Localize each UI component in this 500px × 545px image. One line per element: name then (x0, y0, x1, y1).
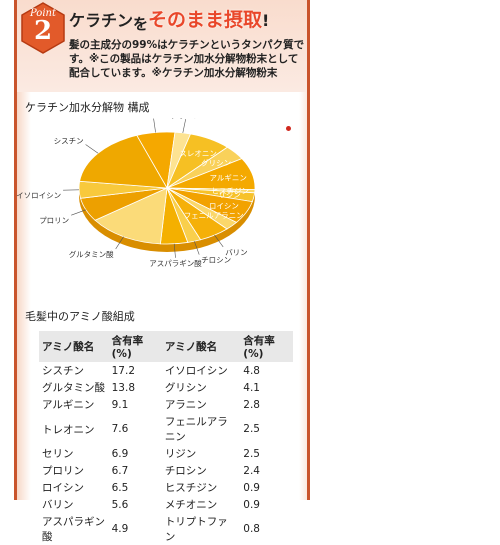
amino-name-cell: アルギニン (39, 396, 109, 413)
pie-label: チロシン (201, 256, 231, 265)
amino-name-cell: シスチン (39, 362, 109, 379)
pie-label: スレオニン (179, 149, 217, 158)
amino-name-cell: ヒスチジン (162, 479, 240, 496)
header-rate-2: 含有率(%) (240, 331, 293, 362)
amino-rate-cell: 17.2 (109, 362, 162, 379)
amino-rate-cell: 6.7 (109, 462, 162, 479)
pie-label: アルギニン (209, 174, 246, 183)
badge-number: 2 (21, 16, 65, 46)
amino-name-cell: アラニン (162, 396, 240, 413)
amino-name-cell: トリプトファン (162, 513, 240, 545)
amino-name-cell: グリシン (162, 379, 240, 396)
pie-label: ロイシン (209, 202, 239, 211)
amino-rate-cell: 4.1 (240, 379, 293, 396)
amino-rate-cell: 0.9 (240, 479, 293, 496)
amino-name-cell: プロリン (39, 462, 109, 479)
amino-name-cell: ロイシン (39, 479, 109, 496)
point-badge: Point 2 (21, 2, 65, 54)
chart-title: ケラチン加水分解物 構成 (25, 99, 150, 115)
amino-name-cell: フェニルアラニン (162, 413, 240, 445)
pie-label: アスパラギン酸 (149, 258, 202, 268)
amino-rate-cell: 2.5 (240, 445, 293, 462)
amino-name-cell: グルタミン酸 (39, 379, 109, 396)
amino-rate-cell: 5.6 (109, 496, 162, 513)
amino-rate-cell: 0.8 (240, 513, 293, 545)
headline-keratin: ケラチン (69, 7, 133, 31)
amino-name-cell: セリン (39, 445, 109, 462)
intro-text: 髪の主成分の99%はケラチンというタンパク質です。※この製品はケラチン加水分解物… (69, 38, 307, 80)
amino-name-cell: メチオニン (162, 496, 240, 513)
pie-label: シスチン (54, 137, 84, 146)
headline-particle: を (133, 13, 148, 34)
amino-rate-cell: 2.8 (240, 396, 293, 413)
amino-name-cell: イソロイシン (162, 362, 240, 379)
pie-label: フェニルアラニン (184, 211, 244, 220)
headline: ケラチンをそのまま摂取! (69, 5, 307, 35)
table-header-row: アミノ酸名 含有率(%) アミノ酸名 含有率(%) (39, 331, 293, 362)
amino-rate-cell: 7.6 (109, 413, 162, 445)
amino-rate-cell: 13.8 (109, 379, 162, 396)
content-panel: Point 2 ケラチンをそのまま摂取! 髪の主成分の99%はケラチンというタン… (14, 0, 310, 500)
amino-rate-cell: 6.9 (109, 445, 162, 462)
pie-label: プロリン (39, 216, 69, 225)
amino-name-cell: トレオニン (39, 413, 109, 445)
pie-leader-line (183, 119, 186, 133)
amino-rate-cell: 4.8 (240, 362, 293, 379)
pie-label: アラニン (171, 118, 201, 120)
headline-emphasis: そのまま摂取 (148, 5, 262, 32)
pie-label: グルタミン酸 (69, 249, 114, 259)
table-title: 毛髪中のアミノ酸組成 (25, 308, 135, 324)
headline-exclamation: ! (262, 11, 269, 30)
amino-rate-cell: 9.1 (109, 396, 162, 413)
amino-name-cell: チロシン (162, 462, 240, 479)
pie-leader-line (86, 145, 99, 154)
amino-rate-cell: 2.4 (240, 462, 293, 479)
amino-name-cell: リジン (162, 445, 240, 462)
amino-rate-cell: 0.9 (240, 496, 293, 513)
amino-rate-cell: 4.9 (109, 513, 162, 545)
amino-rate-cell: 6.5 (109, 479, 162, 496)
pie-label: セリン (142, 118, 165, 120)
header-name-2: アミノ酸名 (162, 331, 240, 362)
point-header: Point 2 ケラチンをそのまま摂取! 髪の主成分の99%はケラチンというタン… (17, 0, 307, 92)
pie-label: リジン (218, 191, 241, 200)
amino-name-cell: アスパラギン酸 (39, 513, 109, 545)
amino-name-cell: バリン (39, 496, 109, 513)
header-rate-1: 含有率(%) (109, 331, 162, 362)
header-name-1: アミノ酸名 (39, 331, 109, 362)
pie-label: イソロイシン (17, 191, 61, 200)
pie-chart: セリンアラニンスレオニングリシンアルギニンヒスチジンリジンロイシンフェニルアラニ… (17, 118, 307, 298)
pie-leader-line (154, 119, 156, 133)
amino-rate-cell: 2.5 (240, 413, 293, 445)
pie-label: グリシン (201, 158, 231, 168)
